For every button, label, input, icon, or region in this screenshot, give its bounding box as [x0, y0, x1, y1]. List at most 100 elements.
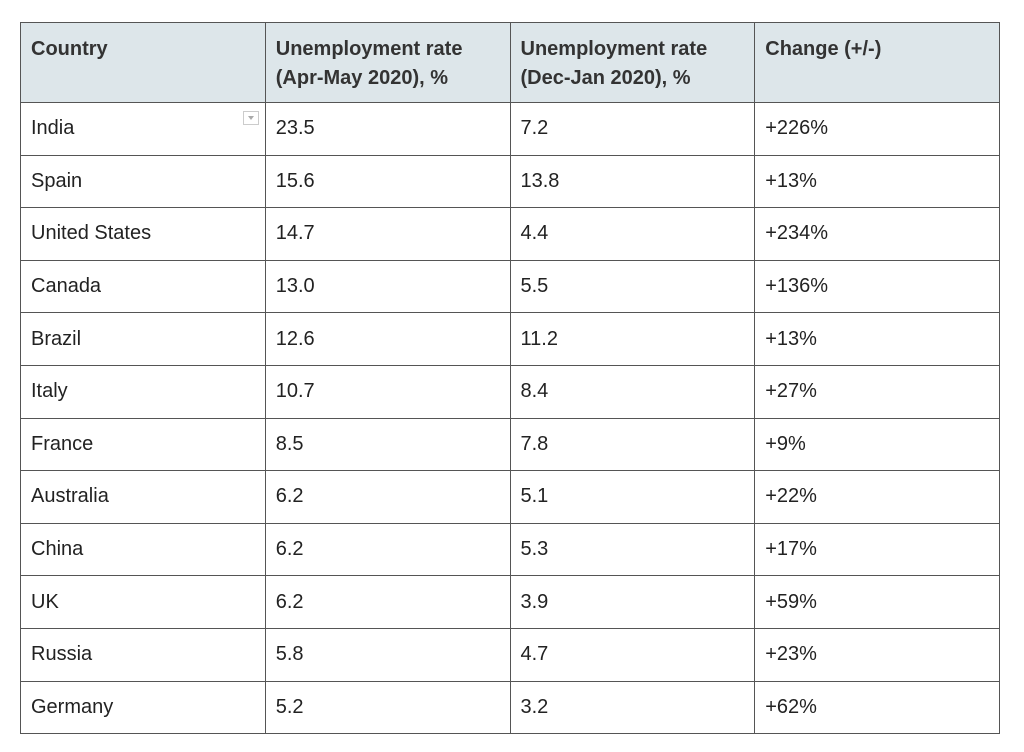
- country-cell: Germany: [20, 680, 266, 735]
- value-cell: 13.0: [264, 259, 511, 314]
- cell-text: +234%: [765, 222, 829, 245]
- cell-text: 7.8: [520, 432, 549, 455]
- value-cell: 5.1: [509, 470, 756, 524]
- value-cell: 3.9: [509, 575, 756, 629]
- country-cell: Russia: [20, 627, 266, 682]
- value-cell: +136%: [754, 259, 1000, 314]
- cell-text: 6.2: [275, 538, 304, 561]
- table-body: India 23.5 7.2 +226% Spain 15.6 13.8 +13% United…: [20, 102, 1000, 735]
- country-cell: Italy: [20, 364, 266, 419]
- cell-text: +9%: [765, 432, 806, 455]
- value-cell: +226%: [754, 102, 1000, 156]
- country-cell: UK: [20, 575, 266, 629]
- cell-text: +13%: [765, 327, 817, 350]
- cell-text: 3.9: [520, 590, 549, 613]
- table-row: Spain 15.6 13.8 +13%: [20, 154, 1000, 209]
- cell-text: India: [31, 117, 75, 140]
- cell-text: 13.8: [520, 169, 560, 192]
- cell-text: 6.2: [275, 590, 304, 613]
- cell-text: Germany: [31, 695, 114, 718]
- cell-text: +226%: [765, 117, 829, 140]
- header-cell: Country: [20, 22, 266, 103]
- cell-text: +27%: [765, 380, 817, 403]
- table-head: Country Unemployment rate (Apr-May 2020),…: [20, 22, 1000, 103]
- country-cell: India: [20, 102, 266, 156]
- country-cell: Australia: [20, 470, 266, 524]
- table-row: Germany 5.2 3.2 +62%: [20, 680, 1000, 735]
- value-cell: 5.8: [264, 627, 511, 682]
- dropdown-icon: [242, 111, 259, 125]
- cell-text: 4.4: [520, 222, 549, 245]
- value-cell: 23.5: [264, 102, 511, 156]
- value-cell: 15.6: [264, 154, 511, 209]
- header-row: Country Unemployment rate (Apr-May 2020),…: [20, 22, 1000, 103]
- cell-text: 6.2: [275, 485, 304, 508]
- country-cell: United States: [20, 207, 266, 261]
- cell-text: 13.0: [275, 275, 315, 298]
- cell-text: 5.5: [520, 275, 549, 298]
- value-cell: 3.2: [509, 680, 756, 735]
- value-cell: 6.2: [264, 470, 511, 524]
- value-cell: 13.8: [509, 154, 756, 209]
- country-cell: Spain: [20, 154, 266, 209]
- cell-text: +23%: [765, 643, 817, 666]
- value-cell: 8.5: [264, 417, 511, 472]
- table-row: France 8.5 7.8 +9%: [20, 417, 1000, 472]
- header-cell: Unemployment rate (Apr-May 2020), %: [264, 22, 511, 103]
- cell-text: 15.6: [275, 169, 315, 192]
- table-row: Canada 13.0 5.5 +136%: [20, 259, 1000, 314]
- value-cell: +234%: [754, 207, 1000, 261]
- cell-text: +13%: [765, 169, 817, 192]
- cell-text: 8.5: [275, 432, 304, 455]
- country-cell: France: [20, 417, 266, 472]
- value-cell: +13%: [754, 154, 1000, 209]
- value-cell: 8.4: [509, 364, 756, 419]
- value-cell: 12.6: [264, 312, 511, 366]
- cell-text: 4.7: [520, 643, 549, 666]
- value-cell: +62%: [754, 680, 1000, 735]
- value-cell: 11.2: [509, 312, 756, 366]
- value-cell: 5.3: [509, 522, 756, 577]
- table-row: Australia 6.2 5.1 +22%: [20, 470, 1000, 524]
- value-cell: 10.7: [264, 364, 511, 419]
- cell-text: 3.2: [520, 695, 549, 718]
- table-row: China 6.2 5.3 +17%: [20, 522, 1000, 577]
- table-row: UK 6.2 3.9 +59%: [20, 575, 1000, 629]
- table-row: United States 14.7 4.4 +234%: [20, 207, 1000, 261]
- cell-text: Italy: [31, 380, 68, 403]
- cell-text: 23.5: [275, 117, 315, 140]
- value-cell: +9%: [754, 417, 1000, 472]
- value-cell: +17%: [754, 522, 1000, 577]
- value-cell: +59%: [754, 575, 1000, 629]
- country-cell: Brazil: [20, 312, 266, 366]
- cell-text: 5.2: [275, 695, 304, 718]
- cell-text: 5.3: [520, 538, 549, 561]
- cell-text: +62%: [765, 695, 817, 718]
- table-row: India 23.5 7.2 +226%: [20, 102, 1000, 156]
- cell-text: France: [31, 432, 94, 455]
- value-cell: 5.2: [264, 680, 511, 735]
- cell-text: 7.2: [520, 117, 549, 140]
- value-cell: 4.7: [509, 627, 756, 682]
- header-cell: Change (+/-): [754, 22, 1000, 103]
- value-cell: 6.2: [264, 575, 511, 629]
- value-cell: 7.8: [509, 417, 756, 472]
- cell-text: +17%: [765, 538, 817, 561]
- cell-text: Spain: [31, 169, 83, 192]
- cell-text: Australia: [31, 485, 109, 508]
- cell-text: 12.6: [275, 327, 315, 350]
- value-cell: 4.4: [509, 207, 756, 261]
- cell-text: +22%: [765, 485, 817, 508]
- cell-text: Canada: [31, 275, 102, 298]
- cell-text: 8.4: [520, 380, 549, 403]
- country-cell: Canada: [20, 259, 266, 314]
- table-row: Brazil 12.6 11.2 +13%: [20, 312, 1000, 366]
- value-cell: +13%: [754, 312, 1000, 366]
- value-cell: 14.7: [264, 207, 511, 261]
- cell-text: +136%: [765, 275, 829, 298]
- value-cell: 5.5: [509, 259, 756, 314]
- data-table: Country Unemployment rate (Apr-May 2020),…: [20, 22, 1000, 735]
- cell-text: Brazil: [31, 327, 82, 350]
- table-row: Russia 5.8 4.7 +23%: [20, 627, 1000, 682]
